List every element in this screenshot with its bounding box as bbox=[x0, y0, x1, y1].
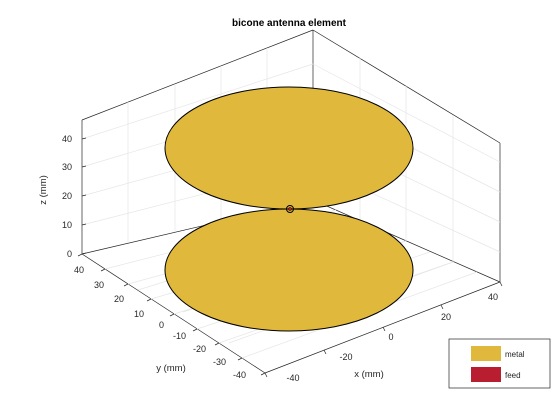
y-tick-label: -20 bbox=[193, 344, 206, 354]
legend-label-metal: metal bbox=[505, 350, 525, 359]
legend: metal feed bbox=[448, 338, 551, 389]
y-tick-label: -10 bbox=[173, 331, 186, 341]
z-tick-label: 40 bbox=[62, 134, 72, 144]
plot-title: bicone antenna element bbox=[232, 18, 347, 29]
y-tick-label: 20 bbox=[114, 294, 124, 304]
y-tick-label: 0 bbox=[159, 320, 164, 330]
x-tick-label: 20 bbox=[441, 312, 451, 322]
x-axis-label: x (mm) bbox=[354, 369, 384, 380]
feed-point bbox=[286, 205, 294, 213]
y-axis-label: y (mm) bbox=[156, 363, 186, 374]
y-tick-label: -30 bbox=[213, 357, 226, 367]
legend-swatch-feed bbox=[471, 367, 501, 382]
y-tick-label: 10 bbox=[134, 309, 144, 319]
x-tick-label: -40 bbox=[286, 373, 299, 383]
upper-cone-disk bbox=[164, 86, 414, 210]
z-tick-label: 0 bbox=[67, 249, 72, 259]
y-tick-label: 40 bbox=[74, 265, 84, 275]
x-tick-label: 0 bbox=[388, 332, 393, 342]
x-tick-label: -20 bbox=[339, 352, 352, 362]
lower-cone-disk bbox=[164, 208, 414, 332]
z-axis-label: z (mm) bbox=[38, 175, 49, 205]
z-tick-labels: 0 10 20 30 40 bbox=[62, 134, 72, 259]
tick-marks bbox=[77, 137, 503, 378]
x-tick-label: 40 bbox=[488, 292, 498, 302]
legend-label-feed: feed bbox=[505, 371, 521, 380]
bicone-element bbox=[164, 86, 414, 332]
z-tick-label: 30 bbox=[62, 162, 72, 172]
y-tick-label: 30 bbox=[94, 280, 104, 290]
y-tick-labels: 40 30 20 10 0 -10 -20 -30 -40 bbox=[74, 265, 246, 380]
y-tick-label: -40 bbox=[233, 370, 246, 380]
z-tick-label: 10 bbox=[62, 220, 72, 230]
legend-swatch-metal bbox=[471, 346, 501, 361]
x-tick-labels: -40 -20 0 20 40 bbox=[286, 292, 498, 383]
z-tick-label: 20 bbox=[62, 191, 72, 201]
